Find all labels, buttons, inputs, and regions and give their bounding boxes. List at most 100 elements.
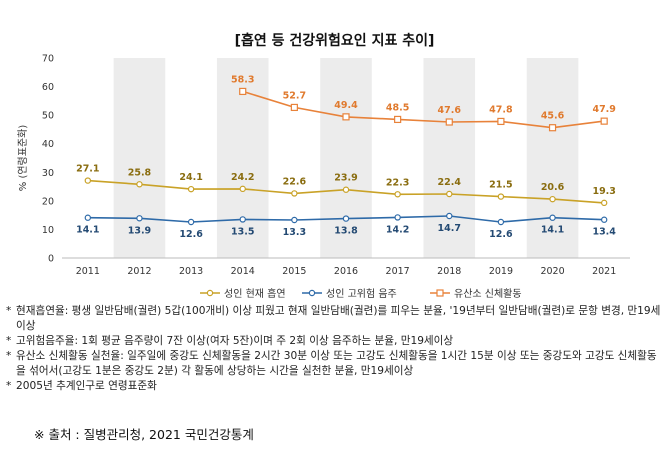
x-tick-label: 2021 xyxy=(592,266,616,277)
data-label: 14.1 xyxy=(76,225,99,236)
legend-item: 성인 고위험 음주 xyxy=(302,285,397,300)
data-label: 47.8 xyxy=(489,104,513,115)
y-tick-label: 50 xyxy=(42,111,54,122)
y-tick-label: 30 xyxy=(42,168,54,179)
footnote-text: 2005년 추계인구로 연령표준화 xyxy=(16,380,157,392)
data-point xyxy=(445,118,453,126)
footnote-bullet: * xyxy=(6,305,12,317)
legend-item: 유산소 신체활동 xyxy=(430,285,522,300)
y-tick-label: 0 xyxy=(48,254,54,265)
y-tick-label: 10 xyxy=(42,225,54,236)
x-tick-label: 2011 xyxy=(76,266,100,277)
column-shade xyxy=(526,58,579,258)
data-label: 13.4 xyxy=(592,227,616,238)
x-tick-label: 2020 xyxy=(540,266,564,277)
data-point xyxy=(84,177,92,184)
data-point xyxy=(600,117,608,125)
chart-title: [흡연 등 건강위험요인 지표 추이] xyxy=(234,33,435,49)
footnote-text: 유산소 신체활동 실천율: 일주일에 중강도 신체활동을 2시간 30분 이상 … xyxy=(16,350,657,377)
legend-swatch xyxy=(302,289,322,296)
line-chart: 0 10 20 30 40 50 60 70 2011 2012 2013 2014 2015 2016 2… xyxy=(17,54,630,277)
data-label: 58.3 xyxy=(231,74,254,85)
legend-label: 성인 현재 흡연 xyxy=(224,289,286,300)
data-point xyxy=(187,218,195,226)
data-point xyxy=(290,103,298,112)
footnote-text: 현재흡연율: 평생 일반담배(궐련) 5갑(100개비) 이상 피웠고 현재 일… xyxy=(16,305,661,332)
data-label: 45.6 xyxy=(541,111,565,122)
data-label: 24.1 xyxy=(179,172,202,183)
data-label: 19.3 xyxy=(592,186,615,197)
footnote-bullet: * xyxy=(6,350,12,362)
x-tick-label: 2013 xyxy=(179,266,203,277)
footnote-item: * 고위험음주율: 1회 평균 음주량이 7잔 이상(여자 5잔)이며 주 2회 … xyxy=(6,334,661,349)
legend-swatch xyxy=(200,289,220,296)
source-text: ※ 출처 : 질병관리청, 2021 국민건강통계 xyxy=(34,427,254,442)
footnote-text: 고위험음주율: 1회 평균 음주량이 7잔 이상(여자 5잔)이며 주 2회 이… xyxy=(16,335,454,347)
data-point xyxy=(239,216,246,223)
data-label: 47.6 xyxy=(438,105,462,116)
x-tick-label: 2012 xyxy=(127,266,151,277)
footnotes: * 현재흡연율: 평생 일반담배(궐련) 5갑(100개비) 이상 피웠고 현재 … xyxy=(6,304,661,394)
data-point xyxy=(394,115,402,124)
y-tick-label: 70 xyxy=(42,54,54,65)
data-point xyxy=(497,218,505,226)
data-label: 20.6 xyxy=(541,182,565,193)
data-label: 13.9 xyxy=(128,225,151,236)
data-point xyxy=(136,215,143,222)
column-shade xyxy=(320,58,372,258)
data-point xyxy=(549,195,556,203)
column-shade xyxy=(423,58,476,258)
data-label: 14.7 xyxy=(438,223,461,234)
series-line-2 xyxy=(242,90,605,129)
footnote-item: * 현재흡연율: 평생 일반담배(궐련) 5갑(100개비) 이상 피웠고 현재 … xyxy=(6,304,661,334)
data-label: 22.4 xyxy=(438,177,462,188)
data-point xyxy=(497,117,505,126)
legend-item: 성인 현재 흡연 xyxy=(200,285,286,300)
data-label: 49.4 xyxy=(334,100,358,111)
legend-swatch xyxy=(430,288,450,297)
data-point xyxy=(84,214,92,221)
data-point xyxy=(136,181,143,188)
data-label: 47.9 xyxy=(592,104,615,115)
x-tick-label: 2018 xyxy=(437,266,461,277)
footnote-bullet: * xyxy=(6,380,12,392)
data-label: 27.1 xyxy=(76,164,99,175)
data-point xyxy=(548,124,557,132)
data-point xyxy=(497,193,505,200)
data-label: 22.6 xyxy=(283,176,307,187)
data-label: 25.8 xyxy=(128,167,152,178)
data-label: 21.5 xyxy=(489,180,512,191)
data-point xyxy=(291,190,298,197)
data-point xyxy=(342,186,350,193)
data-label: 48.5 xyxy=(386,102,409,113)
data-point xyxy=(239,87,247,96)
y-axis-label: % (연령표준화) xyxy=(17,125,29,192)
data-point xyxy=(342,113,350,121)
data-point xyxy=(342,215,350,222)
data-label: 52.7 xyxy=(283,90,306,101)
data-point xyxy=(446,212,453,220)
data-label: 14.1 xyxy=(541,225,564,236)
y-tick-label: 60 xyxy=(42,82,54,93)
data-label: 23.9 xyxy=(334,173,357,184)
data-point xyxy=(239,185,246,193)
data-point xyxy=(600,199,608,207)
footnote-item: * 2005년 추계인구로 연령표준화 xyxy=(6,379,661,394)
data-point xyxy=(394,191,401,198)
data-label: 12.6 xyxy=(179,229,203,240)
x-tick-label: 2017 xyxy=(386,266,410,277)
data-label: 13.5 xyxy=(231,226,254,237)
x-tick-label: 2015 xyxy=(282,266,306,277)
legend-label: 성인 고위험 음주 xyxy=(326,289,397,300)
legend-label: 유산소 신체활동 xyxy=(454,289,522,300)
data-point xyxy=(291,216,298,224)
column-shade xyxy=(113,58,166,258)
footnote-bullet: * xyxy=(6,335,12,347)
x-tick-label: 2014 xyxy=(231,266,255,277)
footnote-item: * 유산소 신체활동 실천율: 일주일에 중강도 신체활동을 2시간 30분 이상… xyxy=(6,349,661,379)
data-label: 24.2 xyxy=(231,172,254,183)
y-tick-label: 40 xyxy=(42,139,54,150)
x-tick-label: 2019 xyxy=(489,266,513,277)
data-label: 22.3 xyxy=(386,177,409,188)
data-point xyxy=(549,214,556,221)
